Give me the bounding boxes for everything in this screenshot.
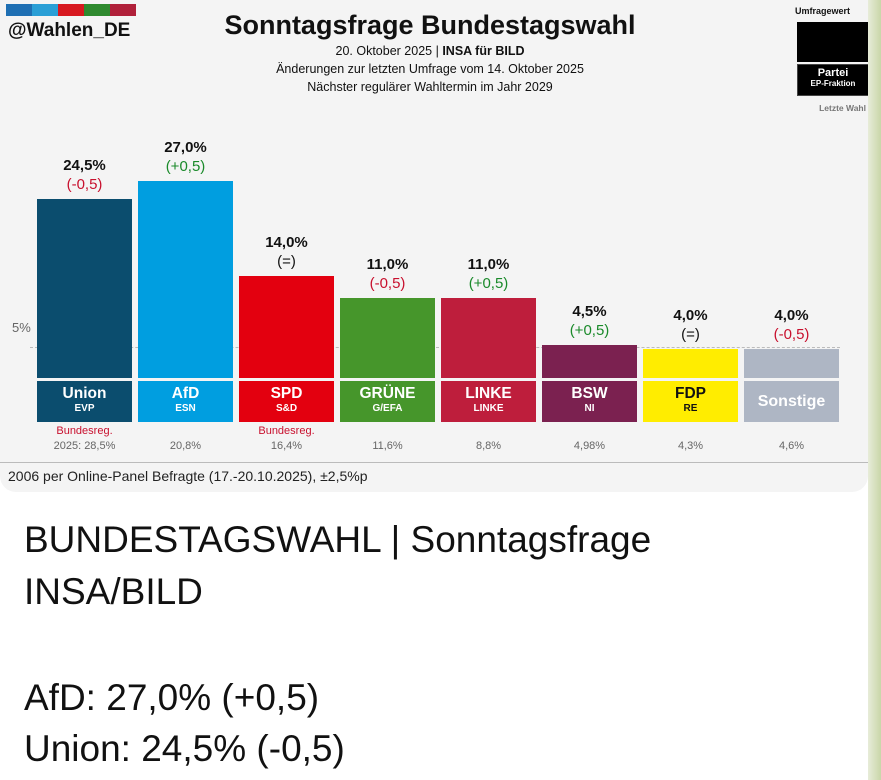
value-label: 4,5% — [572, 303, 607, 321]
color-strip-segment — [110, 4, 136, 16]
date-text: 20. Oktober 2025 | — [335, 44, 443, 58]
value-label: 11,0% — [366, 255, 409, 273]
value-label: 24,5% — [63, 157, 106, 175]
party-name: FDP — [675, 385, 706, 402]
bar-bsw — [542, 345, 637, 378]
change-label: (-0,5) — [369, 274, 406, 292]
ep-group: S&D — [275, 403, 298, 414]
value-label: 27,0% — [164, 138, 207, 156]
last-election-value: 8,8% — [475, 440, 502, 452]
legend-party-box: Partei EP-Fraktion — [797, 64, 868, 96]
change-label: (-0,5) — [66, 176, 103, 194]
ep-group: LINKE — [473, 403, 504, 414]
change-label: (-0,5) — [773, 325, 810, 343]
twitter-handle: @Wahlen_DE — [8, 20, 131, 41]
ep-group: ESN — [175, 403, 196, 414]
party-name: BSW — [571, 385, 608, 402]
government-label: Bundesreg. — [258, 425, 315, 437]
party-name: SPD — [270, 385, 303, 402]
legend-value-box — [797, 22, 868, 62]
party-label-sonstige: Sonstige — [744, 381, 839, 422]
color-strip-segment — [84, 4, 110, 16]
last-election-value: 20,8% — [169, 440, 202, 452]
ep-group: G/EFA — [372, 403, 403, 414]
ep-group: NI — [584, 403, 595, 414]
party-name: LINKE — [465, 385, 512, 402]
post-line-1: BUNDESTAGSWAHL | Sonntagsfrage — [24, 519, 652, 560]
bar-spd — [239, 275, 334, 378]
date-line: 20. Oktober 2025 | INSA für BILD — [215, 44, 645, 58]
bar-grüne — [340, 297, 435, 378]
party-name: Sonstige — [757, 393, 826, 410]
footer-note: 2006 per Online-Panel Befragte (17.-20.1… — [8, 468, 368, 484]
post-line-3: AfD: 27,0% (+0,5) — [24, 677, 320, 718]
change-line: Änderungen zur letzten Umfrage vom 14. O… — [276, 62, 584, 76]
party-name: AfD — [171, 385, 200, 402]
party-label-afd: AfD ESN — [138, 381, 233, 422]
change-label: (+0,5) — [165, 157, 206, 175]
bar-linke — [441, 297, 536, 378]
party-label-spd: SPD S&D — [239, 381, 334, 422]
color-strip-segment — [58, 4, 84, 16]
change-label: (+0,5) — [468, 274, 509, 292]
legend-partei: Partei — [817, 67, 849, 79]
legend-letzte-wahl: Letzte Wahl — [819, 103, 866, 113]
footer-divider — [0, 462, 868, 463]
government-label: Bundesreg. — [56, 425, 113, 437]
color-strip-segment — [32, 4, 58, 16]
value-label: 4,0% — [673, 306, 708, 324]
chart-card: @Wahlen_DE Sonntagsfrage Bundestagswahl … — [0, 0, 868, 492]
value-label: 11,0% — [467, 255, 510, 273]
post-line-2: INSA/BILD — [24, 571, 203, 612]
threshold-line — [30, 347, 840, 348]
ep-group: RE — [683, 403, 698, 414]
last-election-value: 4,3% — [677, 440, 704, 452]
bar-fdp — [643, 348, 738, 378]
change-label: (+0,5) — [569, 322, 610, 340]
color-strip — [6, 4, 136, 16]
change-label: (=) — [681, 325, 700, 343]
next-election-line: Nächster regulärer Wahltermin im Jahr 20… — [307, 80, 553, 94]
party-label-fdp: FDP RE — [643, 381, 738, 422]
last-election-value: 16,4% — [270, 440, 303, 452]
bar-union — [37, 199, 132, 378]
party-label-bsw: BSW NI — [542, 381, 637, 422]
last-election-value: 11,6% — [372, 440, 403, 452]
bar-sonstige — [744, 348, 839, 378]
last-election-value: 2025: 28,5% — [53, 440, 116, 452]
ep-group: EVP — [74, 403, 95, 414]
color-strip-segment — [6, 4, 32, 16]
chart-title: Sonntagsfrage Bundestagswahl — [224, 10, 636, 40]
threshold-label: 5% — [12, 320, 31, 335]
post-line-4: Union: 24,5% (-0,5) — [24, 728, 345, 769]
value-label: 4,0% — [774, 306, 809, 324]
legend-umfragewert: Umfragewert — [795, 6, 851, 16]
institute-text: INSA für BILD — [442, 44, 525, 58]
window-edge — [868, 0, 881, 780]
last-election-value: 4,6% — [778, 440, 805, 452]
party-label-linke: LINKE LINKE — [441, 381, 536, 422]
change-label: (=) — [277, 252, 296, 270]
party-label-union: Union EVP — [37, 381, 132, 422]
last-election-value: 4,98% — [573, 440, 606, 452]
bar-afd — [138, 180, 233, 378]
party-name: GRÜNE — [359, 385, 416, 402]
value-label: 14,0% — [265, 233, 308, 251]
legend-ep-fraktion: EP-Fraktion — [810, 79, 856, 88]
party-name: Union — [62, 385, 107, 402]
party-label-grüne: GRÜNE G/EFA — [340, 381, 435, 422]
